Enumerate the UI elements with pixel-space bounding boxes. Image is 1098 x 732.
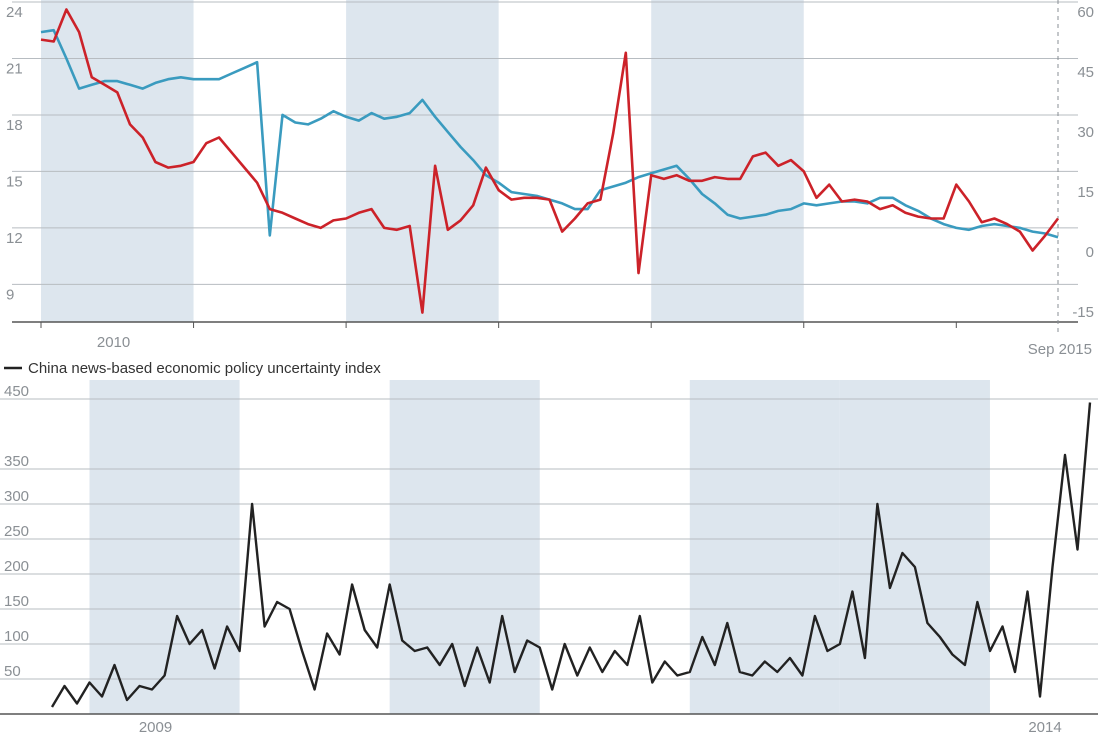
y-right-tick-label: 0 (1086, 244, 1094, 261)
x-tick-label: 2014 (1028, 719, 1061, 732)
shading-band (651, 0, 804, 322)
shading-band (689, 380, 840, 714)
x-tick-label: Sep 2015 (1028, 341, 1092, 358)
top-chart: 9 12 15 18 21 24 -15 0 15 30 45 60 2010 Sep 2015 (6, 0, 1094, 358)
y-tick-label: 250 (4, 523, 29, 540)
bottom-chart: 50 100 150 200 250 300 350 450 2009 2014 (0, 380, 1098, 732)
shading-band (346, 0, 499, 322)
y-right-tick-label: 45 (1077, 64, 1094, 81)
shading-band (89, 380, 240, 714)
y-tick-label: 50 (4, 663, 21, 680)
y-left-tick-label: 18 (6, 117, 23, 134)
legend: China news-based economic policy uncerta… (4, 360, 381, 377)
y-tick-label: 200 (4, 558, 29, 575)
x-tick-label: 2009 (139, 719, 172, 732)
y-right-tick-label: 30 (1077, 124, 1094, 141)
y-tick-label: 100 (4, 628, 29, 645)
x-tick-label: 2010 (97, 334, 130, 351)
y-tick-label: 450 (4, 383, 29, 400)
y-tick-label: 350 (4, 453, 29, 470)
y-left-tick-label: 15 (6, 173, 23, 190)
shading-band (389, 380, 540, 714)
y-left-tick-label: 21 (6, 60, 23, 77)
y-tick-label: 300 (4, 488, 29, 505)
y-right-tick-label: -15 (1072, 304, 1094, 321)
series-line (40, 8, 1060, 314)
series-line (50, 402, 1092, 708)
y-left-tick-label: 12 (6, 230, 23, 247)
y-right-tick-label: 15 (1077, 184, 1094, 201)
y-tick-label: 150 (4, 593, 29, 610)
y-left-tick-label: 9 (6, 286, 14, 303)
legend-label: China news-based economic policy uncerta… (28, 360, 381, 377)
y-right-tick-label: 60 (1077, 4, 1094, 21)
y-left-tick-label: 24 (6, 4, 23, 21)
shading-band (839, 380, 990, 714)
shading-band (41, 0, 194, 322)
